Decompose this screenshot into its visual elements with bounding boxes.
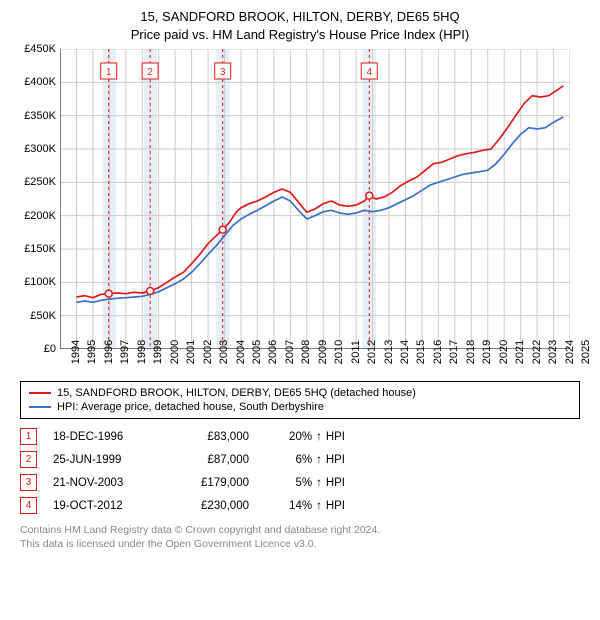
arrow-up-icon: ↑	[316, 454, 322, 466]
chart-footer: Contains HM Land Registry data © Crown c…	[20, 523, 580, 551]
sale-date: 21-NOV-2003	[53, 477, 153, 489]
legend-label: HPI: Average price, detached house, Sout…	[57, 401, 324, 413]
sale-price: £83,000	[169, 431, 249, 443]
sales-row: 1 18-DEC-1996 £83,000 20% ↑ HPI	[20, 425, 580, 448]
legend-label: 15, SANDFORD BROOK, HILTON, DERBY, DE65 …	[57, 387, 416, 399]
sale-diff: 20% ↑ HPI	[265, 431, 345, 443]
sale-price: £230,000	[169, 500, 249, 512]
arrow-up-icon: ↑	[316, 431, 322, 443]
sale-diff-pct: 6%	[295, 454, 312, 466]
arrow-up-icon: ↑	[316, 500, 322, 512]
y-axis-tick-label: £450K	[24, 43, 56, 55]
y-axis-tick-label: £0	[44, 343, 56, 355]
sale-row-badge: 4	[20, 497, 37, 514]
sales-row: 2 25-JUN-1999 £87,000 6% ↑ HPI	[20, 448, 580, 471]
sale-date: 25-JUN-1999	[53, 454, 153, 466]
sale-price: £179,000	[169, 477, 249, 489]
y-axis-tick-label: £250K	[24, 176, 56, 188]
legend-item: 15, SANDFORD BROOK, HILTON, DERBY, DE65 …	[29, 386, 571, 400]
sale-badge: 1	[101, 63, 117, 79]
sale-price: £87,000	[169, 454, 249, 466]
sale-diff-ref: HPI	[326, 454, 345, 466]
svg-text:1: 1	[106, 67, 112, 78]
y-axis-tick-label: £350K	[24, 110, 56, 122]
sale-date: 18-DEC-1996	[53, 431, 153, 443]
chart-title: 15, SANDFORD BROOK, HILTON, DERBY, DE65 …	[12, 8, 588, 43]
sale-badge: 2	[142, 63, 158, 79]
legend-item: HPI: Average price, detached house, Sout…	[29, 400, 571, 414]
sale-row-badge: 2	[20, 451, 37, 468]
sale-row-badge: 3	[20, 474, 37, 491]
sales-row: 4 19-OCT-2012 £230,000 14% ↑ HPI	[20, 494, 580, 517]
sales-table: 1 18-DEC-1996 £83,000 20% ↑ HPI 2 25-JUN-1999 £8…	[20, 425, 580, 517]
footer-line-2: This data is licensed under the Open Gov…	[20, 537, 580, 551]
sale-date: 19-OCT-2012	[53, 500, 153, 512]
sale-badge: 4	[361, 63, 377, 79]
sale-marker-dot	[105, 290, 112, 297]
arrow-up-icon: ↑	[316, 477, 322, 489]
y-axis-tick-label: £100K	[24, 276, 56, 288]
svg-text:3: 3	[220, 67, 226, 78]
sale-diff-pct: 14%	[289, 500, 312, 512]
sale-marker-dot	[219, 226, 226, 233]
sale-marker-dot	[147, 288, 154, 295]
legend-swatch	[29, 392, 51, 394]
legend-swatch	[29, 406, 51, 408]
y-axis-tick-label: £300K	[24, 143, 56, 155]
sale-diff-pct: 5%	[295, 477, 312, 489]
sale-diff: 14% ↑ HPI	[265, 500, 345, 512]
x-axis-tick-label: 2025	[570, 340, 592, 364]
sale-badge: 3	[215, 63, 231, 79]
sale-diff-pct: 20%	[289, 431, 312, 443]
sale-diff: 5% ↑ HPI	[265, 477, 345, 489]
svg-text:2: 2	[147, 67, 153, 78]
chart-legend: 15, SANDFORD BROOK, HILTON, DERBY, DE65 …	[20, 381, 580, 419]
sale-diff-ref: HPI	[326, 500, 345, 512]
svg-text:4: 4	[367, 67, 373, 78]
sales-row: 3 21-NOV-2003 £179,000 5% ↑ HPI	[20, 471, 580, 494]
sale-row-badge: 1	[20, 428, 37, 445]
sale-marker-dot	[366, 192, 373, 199]
y-axis-tick-label: £150K	[24, 243, 56, 255]
title-line-1: 15, SANDFORD BROOK, HILTON, DERBY, DE65 …	[12, 8, 588, 26]
price-chart: 1234£0£50K£100K£150K£200K£250K£300K£350K…	[60, 49, 570, 349]
sale-diff-ref: HPI	[326, 431, 345, 443]
y-axis-tick-label: £400K	[24, 76, 56, 88]
sale-diff: 6% ↑ HPI	[265, 454, 345, 466]
y-axis-tick-label: £200K	[24, 210, 56, 222]
y-axis-tick-label: £50K	[30, 310, 56, 322]
sale-diff-ref: HPI	[326, 477, 345, 489]
title-line-2: Price paid vs. HM Land Registry's House …	[12, 26, 588, 44]
footer-line-1: Contains HM Land Registry data © Crown c…	[20, 523, 580, 537]
